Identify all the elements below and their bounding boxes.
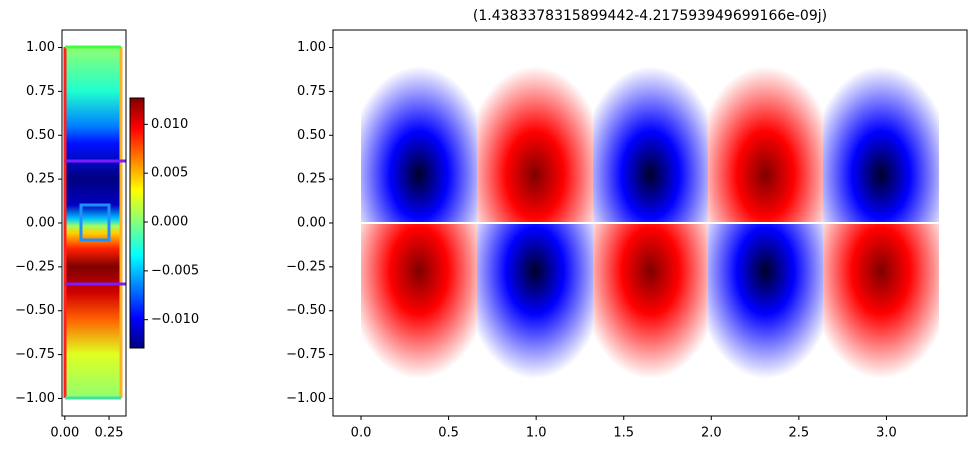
x-tick-label: 3.0	[876, 426, 897, 441]
right-field	[361, 47, 939, 398]
left-field	[63, 45, 126, 400]
y-tick-label: −0.50	[15, 303, 55, 318]
y-tick-label: −0.50	[286, 303, 326, 318]
y-tick-label: 0.50	[297, 128, 326, 143]
x-tick-label: 0.25	[95, 426, 124, 441]
y-tick-label: 0.75	[26, 84, 55, 99]
y-tick-label: 0.25	[297, 172, 326, 187]
y-tick-label: 0.25	[26, 172, 55, 187]
colorbar-tick-label: 0.005	[151, 166, 188, 181]
y-tick-label: 1.00	[297, 40, 326, 55]
y-tick-label: 1.00	[26, 40, 55, 55]
x-tick-label: 1.0	[526, 426, 547, 441]
x-tick-label: 0.0	[351, 426, 372, 441]
x-tick-label: 0.00	[50, 426, 79, 441]
y-tick-label: 0.50	[26, 128, 55, 143]
colorbar-tick-label: 0.000	[151, 215, 188, 230]
y-tick-label: −1.00	[15, 391, 55, 406]
y-tick-label: 0.75	[297, 84, 326, 99]
x-tick-label: 2.0	[701, 426, 722, 441]
x-tick-label: 1.5	[613, 426, 634, 441]
x-tick-label: 0.5	[438, 426, 459, 441]
y-tick-label: −1.00	[286, 391, 326, 406]
colorbar-tick-label: 0.010	[151, 117, 188, 132]
colorbar-frame	[129, 97, 145, 349]
y-tick-label: −0.75	[286, 347, 326, 362]
colorbar-tick-label: −0.005	[151, 263, 199, 278]
colorbar	[130, 98, 144, 348]
y-tick-label: −0.75	[15, 347, 55, 362]
x-tick-label: 2.5	[789, 426, 810, 441]
y-tick-label: −0.25	[15, 259, 55, 274]
y-tick-label: 0.00	[26, 216, 55, 231]
y-tick-label: −0.25	[286, 259, 326, 274]
colorbar-tick-label: −0.010	[151, 312, 199, 327]
y-tick-label: 0.00	[297, 216, 326, 231]
chart-title: (1.4383378315899442-4.217593949699166e-0…	[473, 8, 827, 24]
